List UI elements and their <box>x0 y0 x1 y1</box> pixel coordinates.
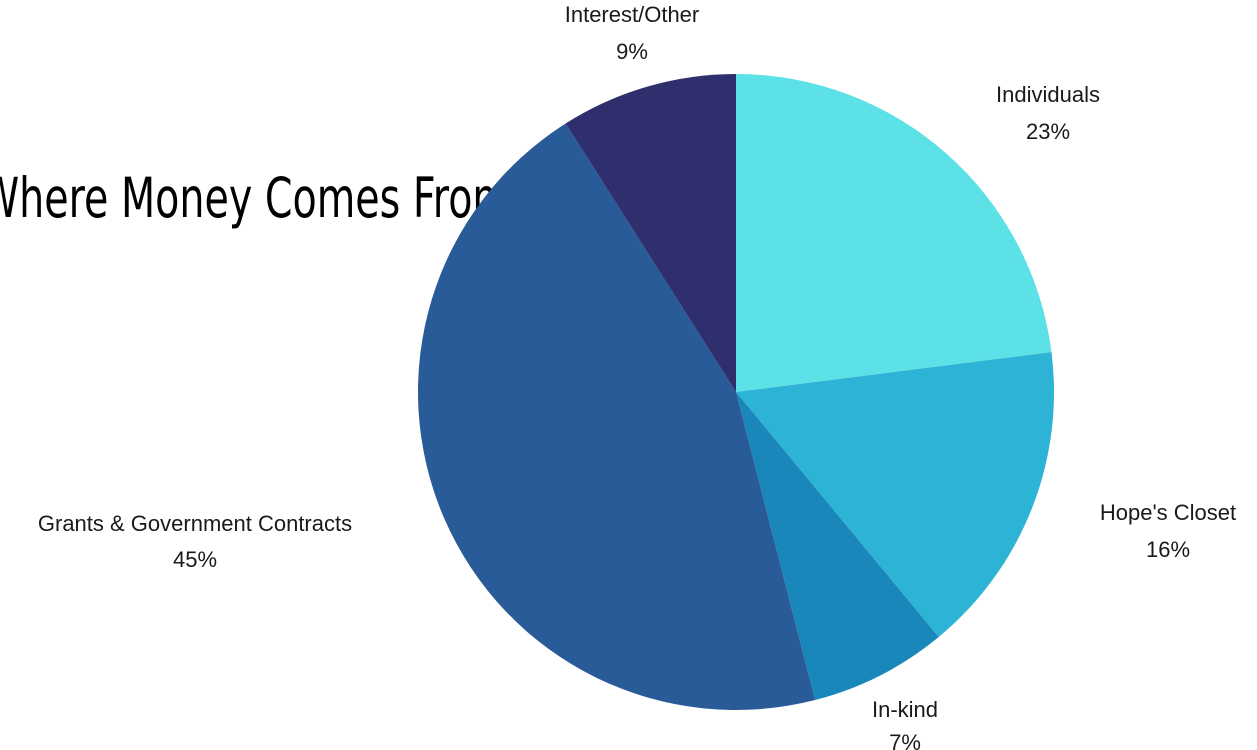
pie-slices <box>417 74 1054 711</box>
slice-value-label: 9% <box>616 39 648 64</box>
slice-value-label: 45% <box>173 547 217 572</box>
slice-value-label: 16% <box>1146 537 1190 562</box>
slice-label: In-kind <box>872 697 938 722</box>
pie-slice <box>736 392 939 701</box>
slice-label: Grants & Government Contracts <box>38 511 352 536</box>
slice-label: Interest/Other <box>565 2 700 27</box>
pie-slice <box>736 74 1052 392</box>
slice-value-label: 23% <box>1026 119 1070 144</box>
pie-slice <box>565 74 736 392</box>
pie-slice <box>417 123 816 711</box>
chart-title: Where Money Comes From <box>0 166 512 230</box>
slice-value-label: 7% <box>889 730 921 750</box>
slice-labels: Individuals 23% Hope's Closet 16% In-kind 7% G… <box>38 2 1236 750</box>
pie-slice <box>736 352 1054 638</box>
slice-label: Individuals <box>996 82 1100 107</box>
slice-label: Hope's Closet <box>1100 500 1236 525</box>
